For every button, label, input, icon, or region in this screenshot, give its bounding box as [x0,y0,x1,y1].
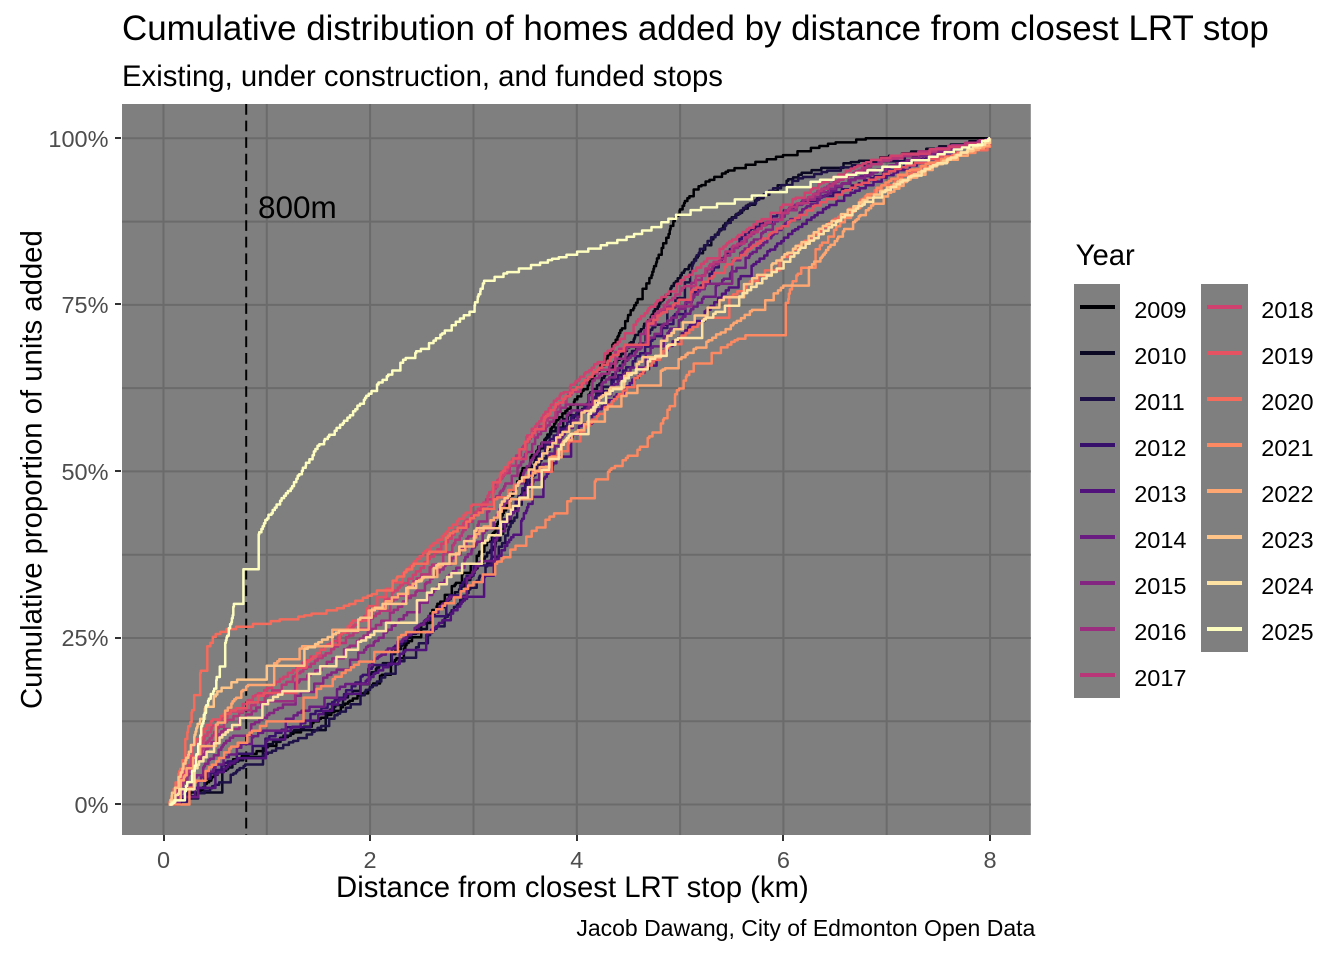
svg-text:800m: 800m [258,188,337,224]
